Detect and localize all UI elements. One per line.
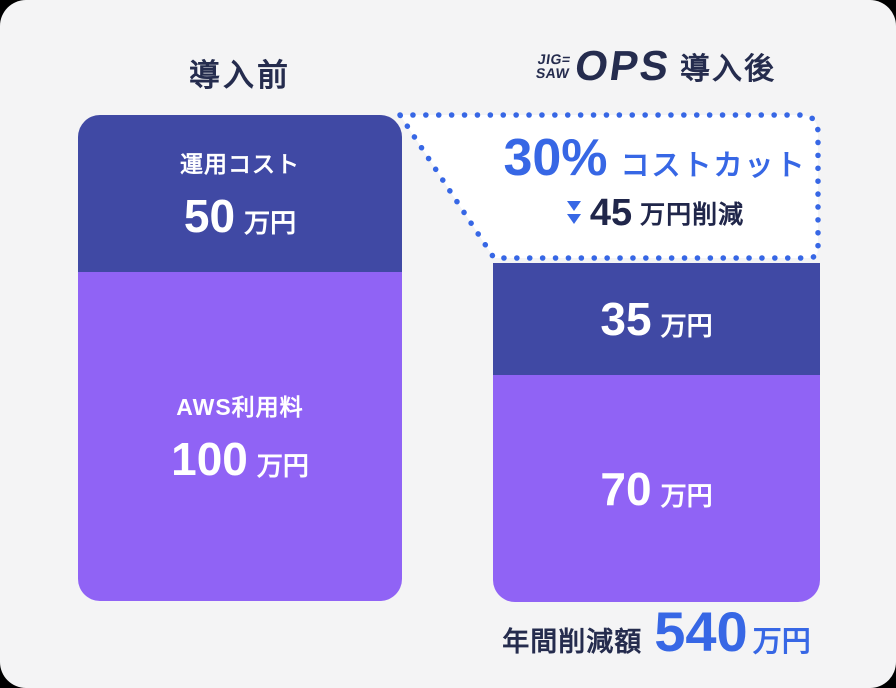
segment-value-unit: 万円 <box>256 450 309 481</box>
logo-ops-text: OPS <box>572 42 674 89</box>
segment-value-number: 70 <box>600 462 652 515</box>
jigsaw-logo-stack: JIG= SAW <box>534 51 572 81</box>
segment-value-number: 35 <box>600 293 652 345</box>
segment-value-unit: 万円 <box>660 480 713 511</box>
logo-jig-text: JIG= <box>536 51 572 67</box>
segment-value-number: 50 <box>183 189 236 242</box>
segment-label: 運用コスト <box>180 150 300 177</box>
reduction-label: 万円削減 <box>640 201 745 229</box>
before-stacked-bar: 運用コスト 50 万円 AWS利用料 100 万円 <box>78 115 402 601</box>
cost-cut-callout-outline <box>397 112 821 261</box>
reduction-line: 45 万円削減 <box>493 194 817 232</box>
reduction-value: 45 <box>589 192 633 234</box>
after-header-suffix: 導入後 <box>680 53 777 86</box>
cost-cut-label: コストカット <box>620 150 807 182</box>
jigsaw-ops-logo: JIG= SAW OPS <box>534 42 674 89</box>
after-column-header: JIG= SAW OPS 導入後 <box>473 42 840 89</box>
double-down-arrow-icon <box>566 200 582 227</box>
annual-savings-unit: 万円 <box>752 626 811 658</box>
segment-value: 35 万円 <box>600 292 712 346</box>
after-stacked-bar: 35 万円 70 万円 <box>493 263 820 602</box>
after-aws-fee-segment: 70 万円 <box>493 375 820 602</box>
segment-value-number: 100 <box>171 432 248 485</box>
before-aws-fee-segment: AWS利用料 100 万円 <box>78 272 402 601</box>
segment-value: 70 万円 <box>600 462 712 516</box>
annual-savings: 年間削減額 540 万円 <box>483 604 830 660</box>
annual-savings-value: 540 <box>654 600 748 663</box>
before-operation-cost-segment: 運用コスト 50 万円 <box>78 115 402 272</box>
segment-value-unit: 万円 <box>244 207 297 238</box>
annual-savings-label: 年間削減額 <box>502 627 643 657</box>
after-operation-cost-segment: 35 万円 <box>493 263 820 375</box>
cost-cut-percent: 30% <box>503 129 608 187</box>
segment-value: 100 万円 <box>171 432 309 486</box>
segment-value-unit: 万円 <box>660 311 713 341</box>
cost-cut-headline: 30% コストカット <box>493 132 817 184</box>
before-column-header: 導入前 <box>189 58 291 93</box>
segment-label: AWS利用料 <box>176 393 304 420</box>
cost-cut-callout: 30% コストカット 45 万円削減 <box>493 132 817 232</box>
segment-value: 50 万円 <box>184 189 296 243</box>
logo-saw-text: SAW <box>534 65 571 81</box>
